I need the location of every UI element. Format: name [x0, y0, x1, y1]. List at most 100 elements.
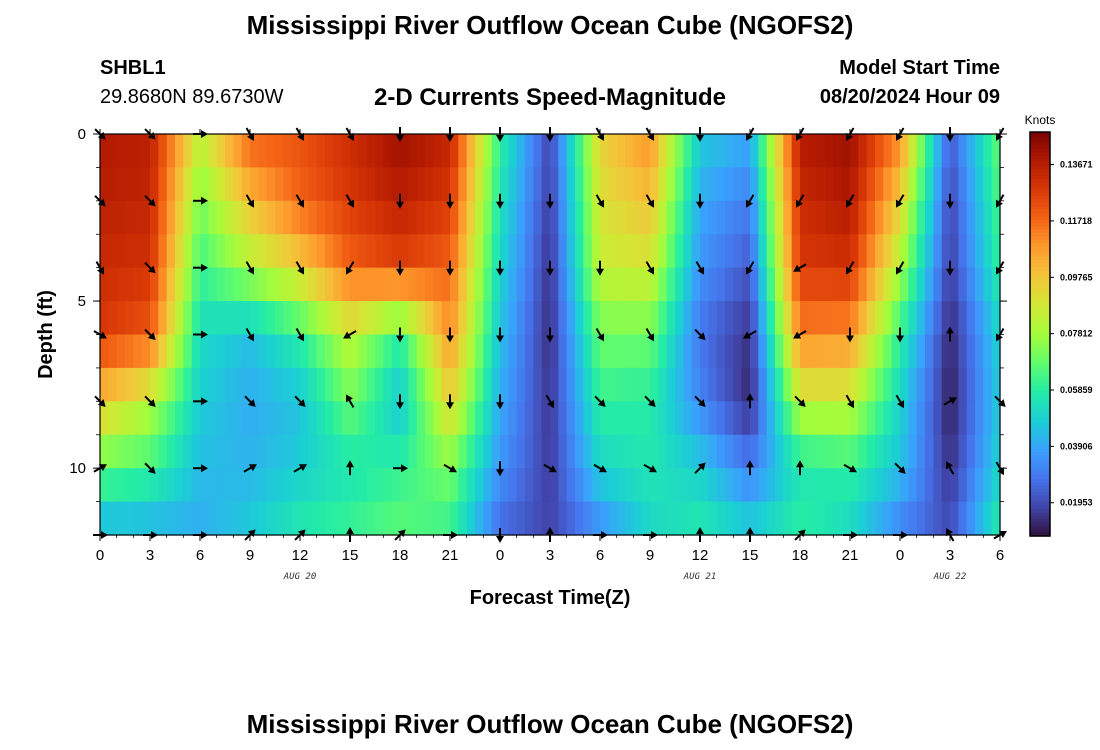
heatmap-cell	[166, 501, 176, 536]
heatmap-cell	[433, 501, 443, 536]
heatmap-cell	[508, 334, 518, 369]
heatmap-cell	[775, 434, 784, 469]
heatmap-cell	[950, 468, 959, 503]
colorbar-segment	[1030, 256, 1050, 261]
heatmap-cell	[258, 501, 268, 536]
heatmap-cell	[716, 468, 726, 503]
heatmap-cell	[791, 501, 801, 536]
heatmap-cell	[208, 134, 218, 169]
heatmap-cell	[333, 167, 343, 202]
heatmap-cell	[958, 134, 968, 169]
heatmap-cell	[491, 167, 501, 202]
heatmap-cell	[766, 334, 776, 369]
heatmap-cell	[308, 501, 318, 536]
heatmap-cell	[366, 367, 376, 402]
heatmap-cell	[875, 468, 884, 503]
heatmap-cell	[808, 501, 818, 536]
colorbar-segment	[1030, 485, 1050, 490]
current-arrow	[295, 327, 304, 342]
heatmap-cell	[875, 401, 884, 436]
heatmap-cell	[200, 501, 209, 536]
heatmap-cell	[541, 301, 551, 336]
heatmap-cell	[458, 367, 468, 402]
heatmap-cell	[150, 267, 159, 302]
x-tick-label: 6	[596, 547, 604, 564]
heatmap-cell	[708, 167, 718, 202]
current-arrow	[895, 394, 904, 409]
heatmap-cell	[650, 200, 659, 235]
heatmap-cell	[991, 501, 1001, 536]
heatmap-cell	[158, 267, 168, 302]
heatmap-cell	[250, 301, 259, 336]
heatmap-cell	[733, 334, 743, 369]
colorbar-segment	[1030, 421, 1050, 426]
heatmap-cell	[333, 267, 343, 302]
heatmap-cell	[775, 401, 784, 436]
current-arrow	[245, 127, 254, 141]
current-arrow	[746, 460, 754, 476]
heatmap-cell	[441, 434, 451, 469]
heatmap-cell	[208, 501, 218, 536]
heatmap-cell	[250, 167, 259, 202]
heatmap-cell	[383, 501, 393, 536]
heatmap-cell	[516, 334, 526, 369]
current-arrow	[696, 193, 704, 209]
heatmap-cell	[516, 134, 526, 169]
heatmap-cell	[125, 501, 134, 536]
heatmap-cell	[100, 401, 109, 436]
heatmap-cell	[700, 234, 709, 269]
heatmap-cell	[225, 234, 234, 269]
heatmap-cell	[600, 501, 609, 536]
heatmap-cell	[550, 301, 559, 336]
heatmap-cell	[625, 501, 634, 536]
colorbar-segment	[1030, 182, 1050, 187]
heatmap-cell	[400, 334, 409, 369]
heatmap-cell	[175, 267, 184, 302]
heatmap-cell	[275, 401, 284, 436]
heatmap-cell	[841, 267, 851, 302]
heatmap-cell	[633, 200, 643, 235]
heatmap-cell	[666, 134, 676, 169]
heatmap-cell	[683, 301, 693, 336]
heatmap-cell	[833, 301, 843, 336]
heatmap-cell	[733, 167, 743, 202]
heatmap-cell	[233, 301, 243, 336]
heatmap-cell	[125, 267, 134, 302]
colorbar-segment	[1030, 233, 1050, 237]
heatmap-cell	[133, 134, 143, 169]
heatmap-cell	[258, 167, 268, 202]
heatmap-cell	[333, 367, 343, 402]
heatmap-cell	[925, 501, 934, 536]
current-arrow	[695, 261, 704, 275]
heatmap-cell	[525, 367, 534, 402]
heatmap-cell	[916, 301, 926, 336]
heatmap-cell	[508, 501, 518, 536]
heatmap-cell	[533, 501, 543, 536]
x-tick-label: 9	[646, 547, 654, 564]
heatmap-cell	[741, 267, 751, 302]
heatmap-cell	[450, 401, 459, 436]
heatmap-cell	[808, 134, 818, 169]
heatmap-cell	[750, 367, 759, 402]
current-arrow	[694, 328, 706, 341]
heatmap-cell	[658, 401, 668, 436]
heatmap-cell	[175, 301, 184, 336]
heatmap-cell	[533, 267, 543, 302]
heatmap-cell	[983, 134, 993, 169]
heatmap-cell	[525, 167, 534, 202]
heatmap-cell	[733, 367, 743, 402]
current-arrow	[845, 394, 854, 409]
heatmap-cell	[908, 267, 918, 302]
heatmap-cell	[766, 468, 776, 503]
heatmap-cell	[908, 367, 918, 402]
heatmap-cell	[683, 501, 693, 536]
heatmap-cell	[225, 334, 234, 369]
heatmap-cell	[141, 501, 151, 536]
x-tick-label: 0	[496, 547, 504, 564]
heatmap-cell	[250, 267, 259, 302]
heatmap-cell	[150, 200, 159, 235]
heatmap-cell	[691, 267, 701, 302]
heatmap-cell	[591, 134, 601, 169]
colorbar-segment	[1030, 408, 1050, 413]
heatmap-cell	[700, 200, 709, 235]
